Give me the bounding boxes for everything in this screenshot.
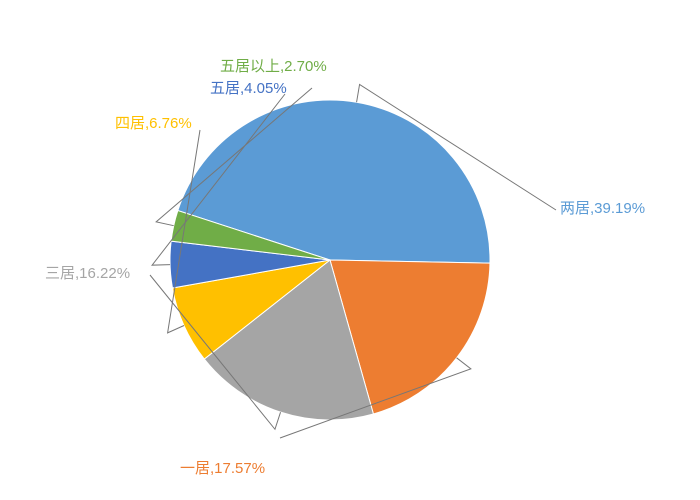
slice-label-两居: 两居,39.19% xyxy=(560,200,645,218)
pie-svg xyxy=(0,0,700,500)
slice-label-三居: 三居,16.22% xyxy=(45,265,130,283)
pie-chart: 两居,39.19% 一居,17.57% 三居,16.22% 四居,6.76% 五居,4.… xyxy=(0,0,700,500)
slice-label-四居: 四居,6.76% xyxy=(115,115,192,133)
slice-label-一居: 一居,17.57% xyxy=(180,460,265,478)
slice-label-五居以上: 五居以上,2.70% xyxy=(220,58,327,76)
slice-label-五居: 五居,4.05% xyxy=(210,80,287,98)
